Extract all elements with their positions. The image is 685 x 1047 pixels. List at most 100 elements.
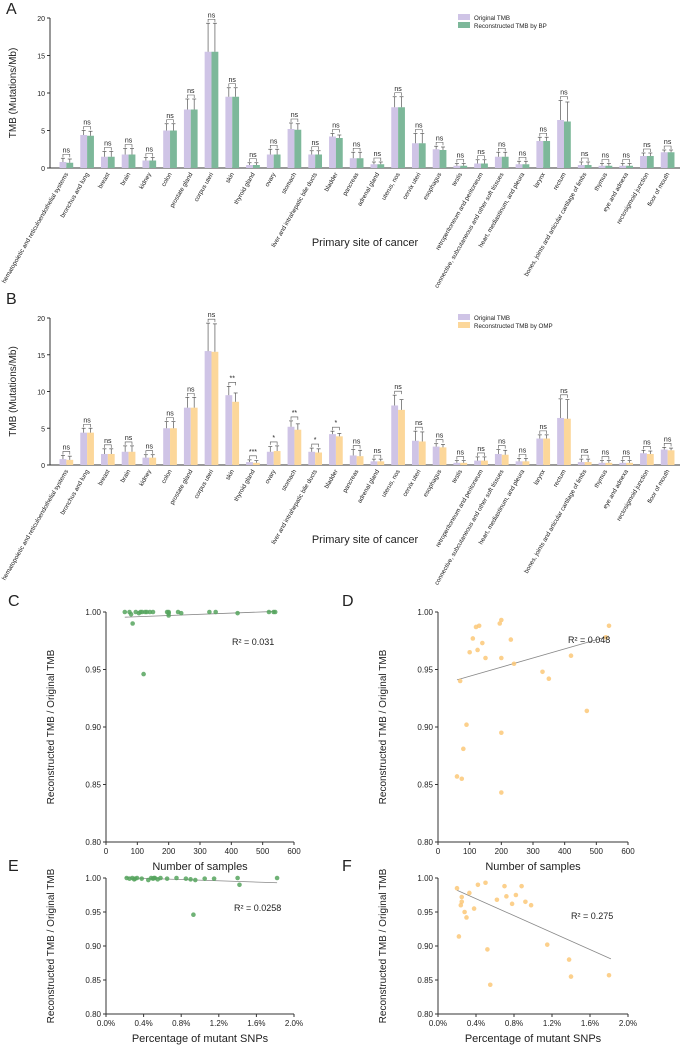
significance-label: ns [311, 140, 319, 147]
significance-bracket [580, 454, 589, 459]
bar-original [660, 152, 668, 168]
category-label: pancreas [342, 172, 361, 198]
r-squared-label: R² = 0.0258 [234, 903, 281, 913]
bar-original [80, 432, 88, 465]
x-tick-label: 100 [463, 847, 477, 856]
significance-label: ns [394, 384, 402, 391]
significance-label: ns [643, 439, 651, 446]
category-label: brain [119, 171, 132, 187]
data-point [502, 883, 507, 889]
data-point [454, 885, 460, 891]
data-point [272, 609, 278, 615]
category-label: stomach [280, 171, 298, 195]
significance-label: ns [581, 448, 589, 455]
significance-label: ns [394, 86, 402, 93]
category-label: larynx [533, 468, 548, 487]
significance-bracket [352, 445, 361, 449]
significance-bracket [124, 144, 133, 148]
category-label: uterus, nos [380, 469, 401, 499]
bar-original [411, 440, 419, 465]
data-point [166, 613, 171, 618]
significance-bracket [518, 156, 527, 161]
bar-reconstructed [232, 96, 240, 168]
y-tick-label: 0.85 [85, 781, 101, 790]
bar-reconstructed [335, 138, 343, 168]
y-axis-label: Reconstructed TMB / Original TMB [378, 868, 389, 1023]
category-label: skin [224, 171, 236, 185]
category-label: hematopoietic and reticuloendothelial sy… [1, 172, 70, 285]
bar-original [308, 451, 316, 465]
significance-label: ns [415, 420, 423, 427]
data-point [132, 876, 138, 881]
data-point [237, 882, 242, 888]
category-label: larynx [533, 171, 548, 190]
bar-original [370, 164, 378, 168]
bar-reconstructed [377, 461, 385, 465]
significance-label: ns [477, 149, 485, 156]
category-label: uterus, nos [380, 172, 401, 202]
x-tick-label: 1.2% [210, 1019, 228, 1028]
bar-reconstructed [626, 462, 634, 465]
bar-original [432, 446, 440, 465]
bar-reconstructed [294, 129, 302, 168]
y-tick-label: 0.95 [85, 666, 101, 675]
y-tick-label: 10 [37, 91, 45, 98]
x-axis-label: Primary site of cancer [312, 534, 419, 546]
significance-bracket [560, 394, 568, 398]
category-label: cervix uteri [402, 172, 423, 201]
bar-reconstructed [252, 462, 260, 465]
data-point [497, 621, 503, 626]
data-point [499, 655, 504, 661]
category-label: thyroid gland [233, 171, 257, 206]
category-label: ovary [264, 171, 278, 188]
bar-reconstructed [501, 156, 509, 168]
data-point [213, 609, 218, 615]
significance-bracket [104, 444, 112, 448]
significance-label: ns [353, 141, 361, 148]
significance-label: ns [622, 450, 630, 457]
data-point [166, 609, 171, 615]
y-tick-label: 0.80 [85, 1010, 101, 1019]
bar-reconstructed [584, 165, 592, 168]
data-point [459, 776, 465, 782]
data-point [470, 636, 476, 641]
y-tick-label: 0.85 [417, 781, 433, 790]
bar-reconstructed [128, 154, 136, 168]
significance-label: ns [249, 152, 257, 159]
bar-reconstructed [646, 453, 654, 465]
bar-original [640, 453, 647, 465]
category-label: adrenal gland [356, 468, 381, 504]
bar-reconstructed [605, 462, 613, 465]
significance-bracket [435, 141, 444, 146]
significance-bracket [207, 318, 216, 323]
data-point [464, 915, 469, 920]
category-label: cervix uteri [402, 469, 423, 498]
bar-reconstructed [522, 164, 530, 168]
bar-original [536, 438, 544, 465]
x-axis-label: Percentage of mutant SNPs [465, 1033, 602, 1045]
data-point [528, 902, 534, 908]
legend-label-original: Original TMB [474, 15, 510, 22]
bar-original [287, 426, 295, 465]
significance-bracket [663, 443, 672, 447]
significance-bracket [332, 129, 340, 133]
data-point [158, 875, 163, 881]
bar-original [598, 165, 606, 168]
legend-label-reconstructed: Reconstructed TMB by OMP [474, 323, 553, 330]
bar-reconstructed [211, 351, 219, 465]
category-label: floor of mouth [646, 171, 671, 208]
bar-original [536, 141, 544, 168]
data-point [499, 617, 504, 623]
bar-original [370, 461, 378, 465]
data-point [584, 708, 590, 714]
data-point [130, 621, 135, 626]
bar-original [142, 160, 150, 168]
bar-original [619, 165, 627, 168]
bar-original [432, 149, 440, 168]
data-point [151, 875, 157, 881]
significance-bracket [83, 126, 91, 130]
category-label: stomach [280, 468, 298, 492]
bar-reconstructed [398, 107, 405, 168]
